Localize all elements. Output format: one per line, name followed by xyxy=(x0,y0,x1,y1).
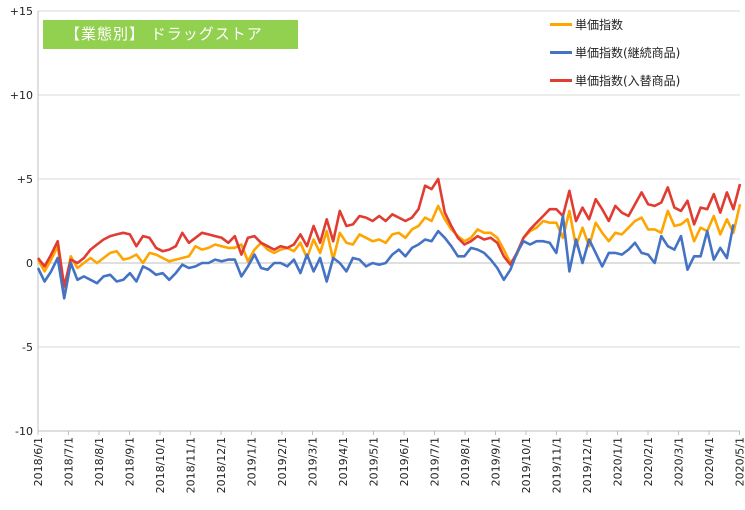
x-tick-label: 2020/5/1 xyxy=(734,437,745,486)
legend-swatch-1 xyxy=(550,51,572,54)
x-tick-label: 2019/3/1 xyxy=(307,437,320,486)
series-line-1 xyxy=(36,214,735,300)
x-tick-label: 2019/10/1 xyxy=(520,437,533,493)
x-tick-label: 2019/6/1 xyxy=(398,437,411,486)
legend-swatch-2 xyxy=(550,79,572,82)
x-tick-label: 2019/7/1 xyxy=(429,437,442,486)
x-tick-label: 2018/11/1 xyxy=(185,437,198,493)
x-tick-label: 2019/11/1 xyxy=(551,437,564,493)
x-tick-label: 2020/4/1 xyxy=(703,437,716,486)
x-tick-label: 2019/12/1 xyxy=(581,437,594,493)
y-tick-label: -10 xyxy=(15,425,33,438)
y-tick-label: +15 xyxy=(10,5,33,18)
series-lines xyxy=(36,177,742,300)
y-tick-labels: +15 +10 +5 0 -5 -10 xyxy=(10,5,33,438)
series-line-2 xyxy=(36,177,742,288)
x-tick-label: 2018/7/1 xyxy=(63,437,76,486)
chart-title: 【業態別】 ドラッグストア xyxy=(43,20,298,49)
x-tick-label: 2019/8/1 xyxy=(459,437,472,486)
y-tick-label: -5 xyxy=(22,341,33,354)
y-tick-label: 0 xyxy=(26,257,33,270)
x-tick-label: 2020/1/1 xyxy=(612,437,625,486)
x-tick-label: 2019/5/1 xyxy=(368,437,381,486)
y-tick-label: +10 xyxy=(10,89,33,102)
legend-label-2: 単価指数(入替商品) xyxy=(575,74,681,88)
x-tick-label: 2018/12/1 xyxy=(215,437,228,493)
x-tick-label: 2018/8/1 xyxy=(93,437,106,486)
x-tick-label: 2019/2/1 xyxy=(276,437,289,486)
x-tick-label: 2019/9/1 xyxy=(490,437,503,486)
legend-swatch-0 xyxy=(550,23,572,26)
x-tick-label: 2020/3/1 xyxy=(673,437,686,486)
x-tick-label: 2018/10/1 xyxy=(154,437,167,493)
axes xyxy=(37,11,740,432)
y-tick-label: +5 xyxy=(17,173,33,186)
x-tick-label: 2019/1/1 xyxy=(246,437,259,486)
series-line-0 xyxy=(36,203,742,292)
x-tick-label: 2018/9/1 xyxy=(124,437,137,486)
legend-label-1: 単価指数(継続商品) xyxy=(575,46,681,60)
x-tick-labels: 2018/6/1 2018/7/1 2018/8/1 2018/9/1 2018/10/… xyxy=(32,431,745,493)
x-tick-label: 2019/4/1 xyxy=(337,437,350,486)
x-tick-label: 2020/2/1 xyxy=(642,437,655,486)
x-tick-label: 2018/6/1 xyxy=(32,437,45,486)
legend-label-0: 単価指数 xyxy=(575,18,624,32)
